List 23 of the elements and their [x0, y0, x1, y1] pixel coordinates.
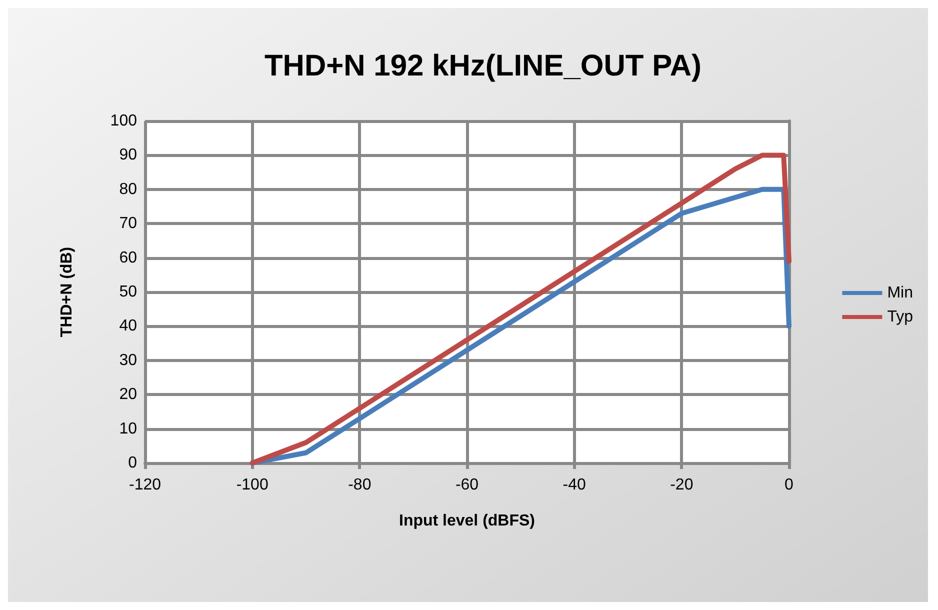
y-tick-label: 0: [128, 454, 138, 472]
x-axis-title: Input level (dBFS): [399, 512, 535, 530]
x-tick-label: -40: [562, 476, 586, 494]
y-tick-label: 80: [119, 180, 138, 198]
x-tick-label: -60: [455, 476, 479, 494]
x-tick-label: -80: [348, 476, 372, 494]
legend-label: Typ: [887, 308, 914, 326]
y-tick-label: 70: [119, 215, 138, 232]
legend-label: Min: [887, 284, 913, 302]
x-tick-label: 0: [784, 476, 794, 494]
y-tick-label: 100: [110, 112, 138, 130]
y-tick-label: 10: [119, 420, 138, 438]
y-tick-label: 60: [119, 249, 138, 266]
y-tick-label: 30: [119, 352, 138, 369]
y-tick-label: 20: [119, 386, 138, 404]
y-tick-label: 40: [119, 318, 138, 335]
x-tick-label: -120: [128, 476, 162, 494]
y-axis-title: THD+N (dB): [58, 246, 76, 338]
y-tick-label: 90: [119, 146, 138, 164]
x-tick-label: -20: [670, 476, 694, 494]
chart-title: THD+N 192 kHz(LINE_OUT PA): [264, 50, 702, 82]
y-tick-label: 50: [119, 284, 138, 300]
x-tick-label: -100: [236, 476, 268, 494]
